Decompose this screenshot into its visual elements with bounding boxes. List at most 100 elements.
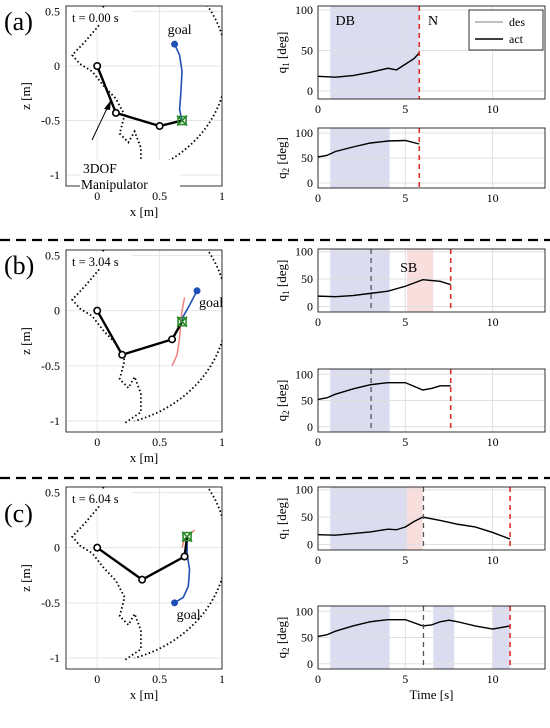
act-line: [317, 139, 420, 158]
annotation-line-1: 3DOF: [83, 161, 117, 176]
y-axis-label: q2 [deg]: [274, 617, 291, 659]
end-effector-marker: [177, 316, 187, 327]
y-tick-label: 0.5: [45, 249, 60, 263]
goal-path: [173, 43, 183, 121]
y-tick-label: 0: [307, 300, 313, 314]
y-tick-label: 0: [307, 657, 313, 671]
y-axis-label: q2 [deg]: [274, 137, 291, 179]
shaded-region: [330, 6, 420, 99]
manipulator-links: [96, 310, 184, 357]
end-effector-marker: [177, 115, 187, 126]
y-tick-label: 0: [54, 304, 60, 318]
y-tick-label: 0: [307, 538, 313, 552]
joint-0: [93, 306, 102, 315]
x-tick-label: 0.5: [152, 189, 167, 203]
time-label: t = 6.04 s: [72, 492, 119, 506]
x-tick-label: 10: [487, 191, 499, 205]
x-tick-label: 0: [315, 315, 321, 329]
joint-0: [93, 61, 102, 70]
x-tick-label: 5: [402, 435, 408, 449]
y-tick-label: 0.5: [45, 4, 60, 18]
manipulator-links: [96, 65, 183, 128]
x-tick-label: 10: [487, 435, 499, 449]
joint-0: [93, 543, 102, 552]
panel-label-a: (a): [4, 7, 33, 36]
y-tick-label: 50: [301, 510, 313, 524]
joint-2: [168, 335, 177, 344]
y-tick-label: 50: [301, 151, 313, 165]
goal-point: [171, 599, 179, 607]
act-line: [317, 381, 451, 401]
y-tick-label: 100: [295, 367, 313, 381]
y-axis-label: q1 [deg]: [274, 498, 291, 540]
axes-box: [65, 5, 223, 187]
end-effector-cross: [176, 114, 188, 127]
x-tick-label: 0: [315, 435, 321, 449]
goal-path: [181, 290, 198, 322]
axes-box: [317, 5, 546, 100]
y-tick-label: 0: [54, 541, 60, 555]
x-tick-label: 0: [315, 102, 321, 116]
x-tick-label: 1: [219, 189, 225, 203]
y-tick-label: 0: [54, 59, 60, 73]
act-line: [317, 278, 451, 298]
y-tick-label: 0.5: [45, 486, 60, 500]
y-tick-label: 0: [307, 84, 313, 98]
workspace-plot-a: 0 0.5 1 0.5 0 -0.5 -1 x [m] z [m] t = 0.00 s goal 3…: [18, 4, 225, 219]
y-axis-label: z [m]: [18, 564, 33, 592]
workspace-outer-boundary: [134, 250, 222, 422]
y-tick-label: -0.5: [41, 359, 60, 373]
axes-box: [317, 486, 546, 551]
y-tick-label: 100: [295, 483, 313, 497]
axes-box: [317, 248, 546, 313]
joint-1: [111, 108, 120, 117]
y-tick-label: 50: [301, 631, 313, 645]
joint-1: [118, 350, 127, 359]
annotation-bg: [80, 160, 180, 192]
time-label: t = 0.00 s: [72, 11, 119, 25]
x-tick-label: 0: [94, 435, 100, 449]
q1-plot-b: 0 50 100 0 5 10 q1 [deg] SB: [274, 245, 546, 329]
q1-plot-c: 0 50 100 0 5 10 q1 [deg]: [274, 483, 546, 567]
goal-label: goal: [168, 23, 192, 38]
x-tick-label: 10: [487, 672, 499, 686]
goal-path: [174, 536, 191, 604]
joint-2: [155, 122, 164, 131]
x-tick-label: 5: [402, 191, 408, 205]
x-tick-label: 10: [487, 102, 499, 116]
x-tick-label: 10: [487, 315, 499, 329]
x-tick-label: 0: [315, 553, 321, 567]
panel-label-c: (c): [4, 499, 33, 528]
act-line: [317, 618, 511, 638]
goal-label: goal: [177, 608, 201, 623]
x-tick-label: 5: [402, 672, 408, 686]
panel-label-b: (b): [4, 251, 34, 280]
axes-box: [317, 605, 546, 670]
y-tick-label: -1: [50, 168, 60, 182]
region-label-n: N: [428, 14, 438, 29]
workspace-inner-boundary: [71, 250, 142, 424]
time-label-bg: [68, 490, 132, 506]
x-tick-label: 5: [402, 102, 408, 116]
region-label-db: DB: [335, 14, 354, 29]
end-effector-cross: [181, 531, 193, 543]
end-effector-marker: [182, 531, 192, 542]
q2-plot-b: 0 50 100 0 5 10 q2 [deg]: [274, 367, 546, 449]
y-axis-label: z [m]: [18, 82, 33, 110]
act-line: [317, 516, 511, 540]
axes-box: [65, 486, 223, 670]
legend-des-label: des: [509, 15, 525, 29]
y-axis-label: z [m]: [18, 327, 33, 355]
x-axis-label: x [m]: [130, 687, 159, 702]
act-line: [317, 52, 420, 78]
legend-box: [468, 9, 544, 51]
x-tick-label: 0.5: [152, 435, 167, 449]
time-label-bg: [68, 9, 132, 25]
annotation-arrow-head: [104, 100, 111, 110]
workspace-plot-c: 0 0.5 1 0.5 0 -0.5 -1 x [m] z [m] t = 6.04 s goal: [18, 486, 225, 702]
x-axis-label: x [m]: [130, 204, 159, 219]
x-tick-label: 0: [94, 672, 100, 686]
axes-box: [317, 127, 546, 189]
y-tick-label: 0: [307, 420, 313, 434]
